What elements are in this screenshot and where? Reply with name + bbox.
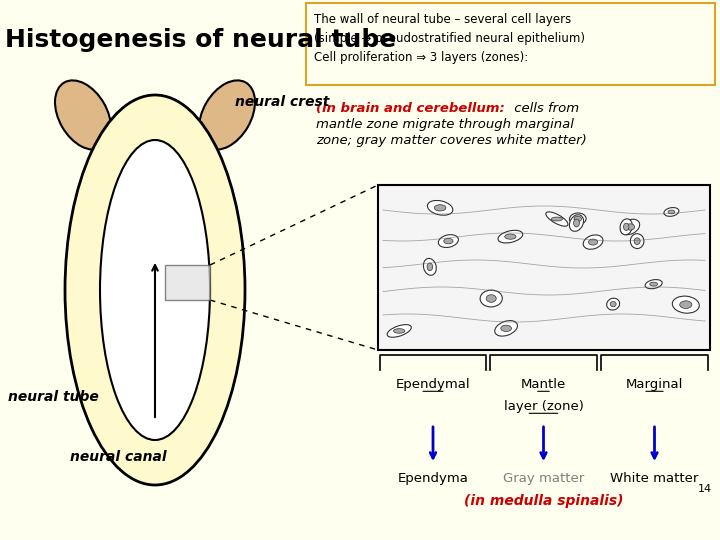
Ellipse shape (55, 80, 111, 150)
Ellipse shape (649, 282, 657, 286)
Ellipse shape (672, 296, 699, 313)
Text: Marginal: Marginal (626, 378, 683, 391)
Text: neural canal: neural canal (70, 450, 166, 464)
Ellipse shape (620, 219, 632, 235)
Ellipse shape (100, 140, 210, 440)
Ellipse shape (438, 235, 459, 247)
Text: neural tube: neural tube (8, 390, 99, 404)
Ellipse shape (574, 216, 582, 221)
Bar (165, 265, 210, 300)
Ellipse shape (501, 325, 511, 332)
Text: Gray matter: Gray matter (503, 472, 584, 485)
Ellipse shape (668, 210, 675, 214)
Ellipse shape (394, 329, 405, 333)
Text: (in brain and cerebellum:: (in brain and cerebellum: (316, 102, 505, 115)
Ellipse shape (634, 238, 640, 245)
Text: 14: 14 (698, 484, 712, 494)
Ellipse shape (607, 298, 620, 310)
Ellipse shape (427, 263, 433, 271)
Ellipse shape (486, 295, 496, 302)
Text: Cell proliferation ⇒ 3 layers (zones):: Cell proliferation ⇒ 3 layers (zones): (314, 51, 528, 64)
Text: (simple → pseudostratified neural epithelium): (simple → pseudostratified neural epithe… (314, 32, 585, 45)
Ellipse shape (498, 230, 523, 243)
Text: White matter: White matter (611, 472, 698, 485)
Text: Ependymal: Ependymal (396, 378, 470, 391)
Ellipse shape (387, 325, 411, 338)
FancyBboxPatch shape (306, 3, 715, 85)
Text: Mantle: Mantle (521, 378, 566, 391)
Text: mantle zone migrate through marginal: mantle zone migrate through marginal (316, 118, 574, 131)
Text: zone; gray matter coveres white matter): zone; gray matter coveres white matter) (316, 134, 587, 147)
Ellipse shape (505, 234, 516, 239)
Ellipse shape (610, 301, 616, 307)
Bar (378, 185, 710, 350)
Ellipse shape (444, 238, 453, 244)
Ellipse shape (626, 224, 634, 230)
Text: Histogenesis of neural tube: Histogenesis of neural tube (5, 28, 396, 52)
Ellipse shape (583, 235, 603, 249)
Ellipse shape (546, 212, 568, 226)
Ellipse shape (574, 219, 580, 227)
Ellipse shape (199, 80, 255, 150)
Ellipse shape (434, 205, 446, 211)
Ellipse shape (588, 239, 598, 245)
Ellipse shape (680, 301, 692, 308)
Ellipse shape (423, 259, 436, 275)
Ellipse shape (495, 321, 518, 336)
Ellipse shape (645, 280, 662, 289)
Ellipse shape (552, 217, 562, 221)
Text: (in medulla spinalis): (in medulla spinalis) (464, 494, 624, 508)
Text: Ependyma: Ependyma (397, 472, 469, 485)
Ellipse shape (664, 207, 679, 217)
Text: neural crest: neural crest (235, 95, 329, 109)
Ellipse shape (428, 200, 453, 215)
Text: layer (zone): layer (zone) (503, 400, 583, 413)
Ellipse shape (621, 219, 639, 235)
Ellipse shape (65, 95, 245, 485)
Text: The wall of neural tube – several cell layers: The wall of neural tube – several cell l… (314, 13, 571, 26)
Text: cells from: cells from (510, 102, 579, 115)
Ellipse shape (570, 215, 583, 231)
Ellipse shape (570, 213, 586, 225)
Ellipse shape (480, 290, 503, 307)
Ellipse shape (630, 234, 644, 248)
Ellipse shape (624, 223, 629, 231)
